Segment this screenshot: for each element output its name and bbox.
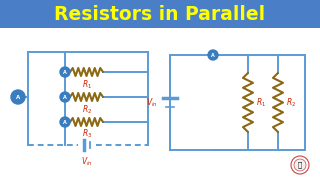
Text: $R_1$: $R_1$ <box>256 96 266 109</box>
Text: A: A <box>16 94 20 100</box>
Circle shape <box>11 90 25 104</box>
Text: A: A <box>63 69 67 75</box>
Circle shape <box>294 159 306 171</box>
Text: $V_{in}$: $V_{in}$ <box>81 155 93 168</box>
Circle shape <box>208 50 218 60</box>
Circle shape <box>60 117 70 127</box>
Text: $V_{in}$: $V_{in}$ <box>146 96 158 109</box>
Text: A: A <box>63 120 67 125</box>
Text: 🕷: 🕷 <box>298 162 302 168</box>
Circle shape <box>291 156 309 174</box>
Text: $R_1$: $R_1$ <box>83 78 92 91</box>
Text: $R_3$: $R_3$ <box>82 128 93 141</box>
Text: Resistors in Parallel: Resistors in Parallel <box>54 4 266 24</box>
Circle shape <box>60 67 70 77</box>
Text: $R_2$: $R_2$ <box>83 103 92 116</box>
Circle shape <box>60 92 70 102</box>
FancyBboxPatch shape <box>0 0 320 28</box>
Text: A: A <box>63 94 67 100</box>
Text: $R_2$: $R_2$ <box>286 96 296 109</box>
Text: A: A <box>211 53 215 57</box>
